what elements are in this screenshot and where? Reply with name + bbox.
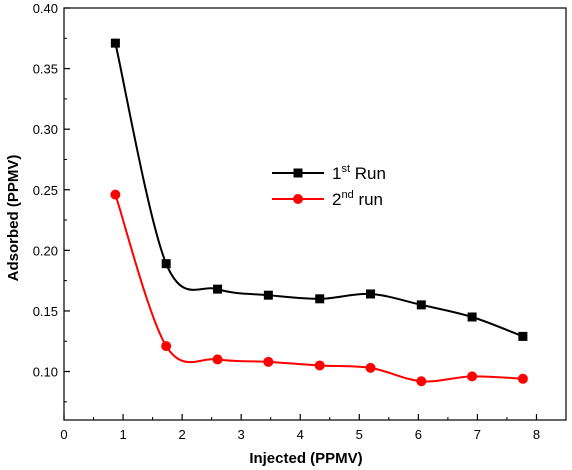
legend: 1st Run 2nd run [272, 163, 386, 209]
data-point [213, 284, 223, 294]
legend-label-sup: nd [341, 189, 353, 201]
x-tick-label: 1 [119, 427, 126, 442]
legend-label: 1st Run [332, 163, 386, 183]
data-point [416, 376, 427, 387]
data-point [315, 294, 325, 304]
legend-label: 2nd run [332, 189, 383, 209]
legend-item-2: 2nd run [272, 189, 383, 209]
data-point [366, 289, 376, 299]
y-axis-title: Adsorbed (PPMV) [5, 155, 22, 282]
y-tick-label: 0.35 [33, 62, 58, 77]
legend-marker [293, 194, 303, 204]
data-point [110, 38, 120, 48]
x-axis-title: Injected (PPMV) [249, 450, 362, 467]
series-2-line [114, 194, 523, 383]
data-point [467, 312, 477, 322]
legend-label-base: 2 [332, 190, 341, 209]
series-2 [110, 189, 528, 387]
x-tick-label: 4 [297, 427, 304, 442]
data-point [467, 371, 478, 382]
axes [63, 7, 567, 421]
x-ticks: 0 1 2 3 4 5 6 7 8 [60, 414, 540, 442]
y-tick-label: 0.25 [33, 183, 58, 198]
y-tick-label: 0.10 [33, 365, 58, 380]
x-tick-label: 8 [533, 427, 540, 442]
data-point [416, 300, 426, 310]
data-point [110, 189, 121, 200]
x-tick-label: 7 [474, 427, 481, 442]
data-point [314, 360, 325, 371]
plot-frame [63, 7, 567, 421]
data-point [161, 259, 171, 269]
x-tick-label: 5 [356, 427, 363, 442]
legend-label-sup: st [341, 163, 350, 175]
data-point [517, 373, 528, 384]
y-tick-label: 0.20 [33, 243, 58, 258]
legend-label-base: 1 [332, 164, 341, 183]
x-tick-label: 2 [179, 427, 186, 442]
x-tick-label: 3 [238, 427, 245, 442]
data-point [161, 341, 172, 352]
series-group [110, 38, 528, 387]
data-point [263, 356, 274, 367]
y-tick-label: 0.15 [33, 304, 58, 319]
x-tick-label: 6 [415, 427, 422, 442]
legend-item-1: 1st Run [272, 163, 386, 183]
legend-label-suffix: run [354, 190, 383, 209]
y-tick-label: 0.30 [33, 122, 58, 137]
data-point [263, 290, 273, 300]
legend-marker [293, 168, 303, 178]
series-1-line [114, 42, 524, 338]
legend-label-suffix: Run [350, 164, 386, 183]
y-tick-label: 0.40 [33, 1, 58, 16]
data-point [518, 331, 528, 341]
x-tick-label: 0 [60, 427, 67, 442]
data-point [212, 354, 223, 365]
data-point [365, 362, 376, 373]
y-ticks: 0.10 0.15 0.20 0.25 0.30 0.35 0.40 [33, 1, 70, 403]
series-1 [110, 38, 528, 341]
